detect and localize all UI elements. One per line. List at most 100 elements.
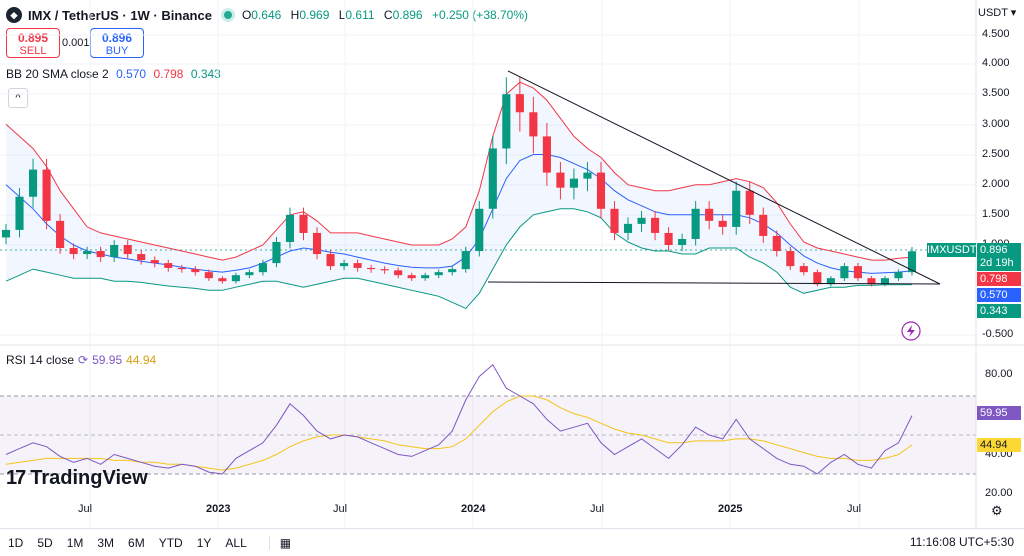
rsi-ma-tag: 44.94 <box>977 438 1021 452</box>
rsi-tag: 59.95 <box>977 406 1021 420</box>
bb-lower-value: 0.343 <box>190 67 221 81</box>
candle-countdown: 2d 19h <box>980 257 1014 269</box>
candle-body <box>150 260 159 264</box>
collapse-legend-icon[interactable]: ^ <box>8 88 28 108</box>
time-axis-label: 2025 <box>718 503 743 515</box>
candle-body <box>759 214 768 236</box>
candle-body <box>191 269 200 273</box>
rsi-ma-line <box>5 395 913 471</box>
candle-body <box>218 278 227 282</box>
candle-body <box>637 217 646 224</box>
bb-lower-tag: 0.343 <box>977 304 1021 318</box>
timeframe-button[interactable]: 1M <box>66 535 84 550</box>
candle-body <box>880 278 890 285</box>
bb-legend-label: BB 20 SMA close 2 <box>6 67 109 81</box>
candle-body <box>164 263 173 268</box>
timeframe-button[interactable]: 1Y <box>196 535 212 550</box>
candle-body <box>285 214 295 242</box>
high-value: 0.969 <box>299 8 330 22</box>
bb-lower-line <box>5 208 913 310</box>
price-axis-label: 4.500 <box>982 28 1010 40</box>
open-value: 0.646 <box>251 8 282 22</box>
rsi-settings-icon[interactable]: ⟳ <box>78 353 89 367</box>
candle-body <box>651 217 660 233</box>
rsi-legend[interactable]: RSI 14 close ⟳ 59.95 44.94 <box>6 353 156 367</box>
candle-body <box>556 172 565 188</box>
timeframe-button[interactable]: 6M <box>128 535 145 550</box>
tradingview-logo[interactable]: 17 TradingView <box>6 467 148 490</box>
change-value: +0.250 (+38.70%) <box>431 8 529 22</box>
flash-icon[interactable] <box>901 321 921 341</box>
bb-legend[interactable]: BB 20 SMA close 2 0.570 0.798 0.343 <box>6 67 221 81</box>
candle-body <box>475 208 484 252</box>
price-axis-label: 3.500 <box>982 87 1010 99</box>
candle-body <box>610 208 619 233</box>
trendline-support <box>487 281 941 285</box>
timeframe-button[interactable]: 1D <box>8 535 24 550</box>
rsi-ma-legend-value: 44.94 <box>126 353 157 367</box>
close-value: 0.896 <box>392 8 423 22</box>
candle-body <box>123 245 132 255</box>
candle-body <box>569 178 578 188</box>
candle-body <box>394 270 403 276</box>
timeframe-button[interactable]: YTD <box>158 535 183 550</box>
currency-selector[interactable]: USDT ▾ <box>978 7 1017 19</box>
rsi-axis-label: 20.00 <box>985 487 1013 499</box>
calendar-range-icon[interactable]: ▦ <box>268 535 291 550</box>
candle-body <box>867 278 876 285</box>
candle-body <box>69 248 78 255</box>
candle-body <box>231 275 240 282</box>
candle-body <box>799 266 808 273</box>
price-axis-label: 2.500 <box>982 148 1010 160</box>
candle-body <box>312 232 322 255</box>
tradingview-wordmark: TradingView <box>30 467 148 489</box>
candle-body <box>15 196 24 230</box>
candle-body <box>745 190 754 215</box>
candle-body <box>718 220 727 227</box>
candle-body <box>177 267 186 270</box>
market-status-icon[interactable] <box>223 11 232 19</box>
trendline-descending <box>507 70 941 285</box>
timeframe-button[interactable]: ALL <box>225 535 247 550</box>
bb-background-fill <box>6 82 912 309</box>
candle-body <box>28 169 38 197</box>
candle-body <box>448 269 457 273</box>
settings-icon[interactable]: ⚙ <box>991 503 1003 518</box>
candle-body <box>732 190 741 227</box>
candle-body <box>461 251 470 270</box>
candle-body <box>583 172 592 179</box>
candle-body <box>96 251 105 258</box>
rsi-legend-value: 59.95 <box>92 353 123 367</box>
tradingview-mark-icon: 17 <box>6 467 26 489</box>
time-axis-label: Jul <box>78 503 93 515</box>
candle-body <box>380 269 389 271</box>
candle-body <box>691 208 700 239</box>
chart-canvas[interactable] <box>0 0 1024 528</box>
candle-body <box>326 254 335 267</box>
clock[interactable]: 11:16:08 UTC+5:30 <box>909 535 1014 549</box>
timeframe-button[interactable]: 5D <box>37 535 53 550</box>
sell-label: SELL <box>19 45 47 57</box>
candle-body <box>907 251 917 273</box>
candle-body <box>515 94 524 113</box>
candle-body <box>664 232 673 245</box>
buy-label: BUY <box>105 45 129 57</box>
candle-body <box>245 272 254 276</box>
time-axis-label: Jul <box>333 503 348 515</box>
rsi-line <box>5 364 913 475</box>
bb-upper-value: 0.798 <box>153 67 184 81</box>
candle-body <box>678 238 687 245</box>
bottom-toolbar: 1D 5D 1M 3M 6M YTD 1Y ALL ▦ 11:16:08 UTC+5:30 <box>0 528 1024 556</box>
candle-body <box>56 220 65 249</box>
time-axis-label: Jul <box>590 503 605 515</box>
symbol-tag: IMXUSDT <box>927 243 977 257</box>
timeframe-button[interactable]: 3M <box>97 535 115 550</box>
candle-body <box>502 94 511 149</box>
candle-body <box>367 267 376 270</box>
candle-body <box>623 223 633 233</box>
candle-body <box>421 275 430 279</box>
price-axis-label: 1.500 <box>982 208 1010 220</box>
symbol-title[interactable]: IMX / TetherUS · 1W · Binance <box>28 7 212 23</box>
price-axis-label: 4.000 <box>982 57 1010 69</box>
candle-body <box>840 266 849 279</box>
